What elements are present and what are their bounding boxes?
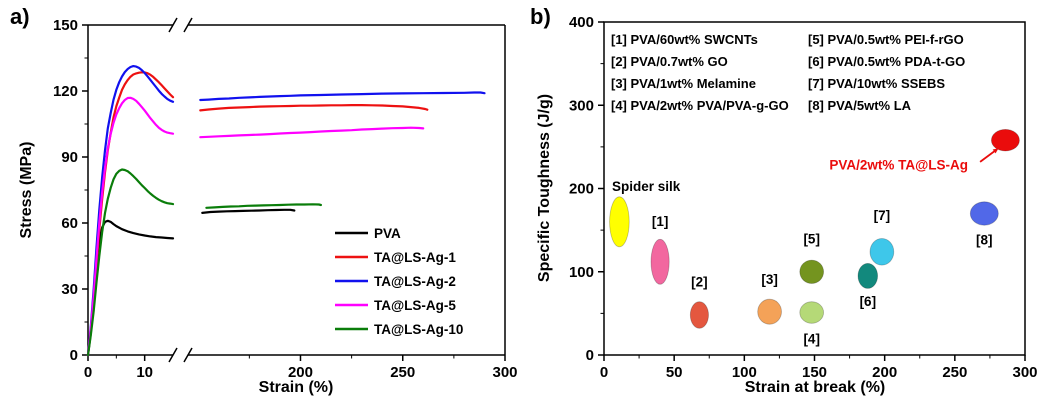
legend-label-TA@LS-Ag-10: TA@LS-Ag-10 — [374, 322, 463, 337]
curve-TA@LS-Ag-5-left — [86, 96, 175, 357]
scatter-point-4 — [799, 301, 825, 324]
curve-PVA-right — [201, 208, 296, 214]
y-tick-label: 120 — [53, 83, 78, 100]
scatter-point-3 — [757, 298, 782, 325]
x-tick-label: 300 — [1012, 364, 1037, 381]
reference-legend-item: [3] PVA/1wt% Melamine — [611, 76, 756, 91]
axis-break-mark — [168, 347, 178, 363]
y-tick-label: 0 — [70, 347, 78, 364]
panel-a: a) Stress (MPa) Strain (%) 0 30 60 90 120 150… — [0, 0, 519, 406]
x-tick-label: 10 — [136, 364, 153, 381]
x-tick-label: 0 — [600, 364, 608, 381]
y-tick-label: 300 — [569, 97, 594, 114]
curve-TA@LS-Ag-10-right — [205, 203, 322, 209]
reference-legend-item: [1] PVA/60wt% SWCNTs — [611, 32, 758, 47]
panel-b: b) Specific Toughness (J/g) Strain at br… — [519, 0, 1039, 406]
point-label-5: [5] — [803, 231, 820, 246]
reference-legend-item: [8] PVA/5wt% LA — [808, 98, 912, 113]
x-tick-label: 250 — [390, 364, 415, 381]
legend-label-TA@LS-Ag-5: TA@LS-Ag-5 — [374, 298, 456, 313]
scatter-point-1 — [650, 238, 670, 285]
scatter-point-2 — [689, 301, 709, 329]
annotation-arrowhead — [992, 148, 999, 154]
reference-legend-item: [6] PVA/0.5wt% PDA-t-GO — [808, 54, 965, 69]
reference-legend-item: [2] PVA/0.7wt% GO — [611, 54, 728, 69]
point-label-1: [1] — [652, 214, 669, 229]
curve-TA@LS-Ag-5-right — [199, 126, 425, 139]
axis-break-mark — [183, 347, 193, 363]
curve-TA@LS-Ag-1-right — [199, 103, 429, 112]
y-tick-label: 400 — [569, 14, 594, 31]
panel-a-label: a) — [10, 4, 30, 29]
x-tick-label: 150 — [802, 364, 827, 381]
legend-label-TA@LS-Ag-2: TA@LS-Ag-2 — [374, 274, 456, 289]
scatter-point-6 — [857, 262, 879, 289]
scatter-point-9 — [990, 128, 1020, 152]
y-tick-label: 100 — [569, 264, 594, 281]
point-label-9: PVA/2wt% TA@LS-Ag — [829, 157, 968, 172]
reference-legend-item: [5] PVA/0.5wt% PEI-f-rGO — [808, 32, 964, 47]
point-label-2: [2] — [691, 275, 708, 290]
scatter-point-8 — [969, 201, 999, 226]
point-label-7: [7] — [874, 208, 891, 223]
y-tick-label: 200 — [569, 181, 594, 198]
curve-TA@LS-Ag-2-left — [86, 64, 175, 357]
x-tick-label: 0 — [84, 364, 92, 381]
x-tick-label: 300 — [492, 364, 517, 381]
y-tick-label: 30 — [61, 281, 78, 298]
curve-TA@LS-Ag-10-left — [86, 168, 175, 357]
stress-strain-chart: 0 30 60 90 120 150 0 10 200 250 300 PVA TA@LS-Ag-1 TA… — [53, 17, 518, 381]
point-label-4: [4] — [803, 331, 820, 346]
panel-a-x-axis-title: Strain (%) — [258, 379, 334, 396]
x-tick-label: 100 — [732, 364, 757, 381]
point-label-3: [3] — [761, 272, 778, 287]
x-tick-label: 200 — [872, 364, 897, 381]
point-label-8: [8] — [976, 232, 993, 247]
y-tick-label: 0 — [586, 347, 594, 364]
scatter-point-7 — [869, 238, 895, 266]
toughness-scatter-chart: 0 50 100 150 200 250 300 0 100 200 300 400 [1] PVA/6… — [569, 14, 1038, 381]
y-tick-label: 90 — [61, 149, 78, 166]
y-tick-label: 150 — [53, 17, 78, 34]
y-tick-label: 60 — [61, 215, 78, 232]
point-label-0: Spider silk — [612, 179, 681, 194]
point-label-6: [6] — [860, 294, 877, 309]
scatter-point-5 — [799, 259, 825, 284]
legend-label-TA@LS-Ag-1: TA@LS-Ag-1 — [374, 250, 456, 265]
panel-b-x-axis-title: Strain at break (%) — [744, 379, 886, 396]
scatter-point-0 — [609, 196, 630, 248]
x-tick-label: 200 — [288, 364, 313, 381]
axis-break-mark — [183, 17, 193, 33]
reference-legend-item: [7] PVA/10wt% SSEBS — [808, 76, 945, 91]
legend-label-PVA: PVA — [374, 226, 401, 241]
annotation-arrow — [979, 148, 998, 163]
axis-break-mark — [168, 17, 178, 33]
x-tick-label: 50 — [666, 364, 683, 381]
panel-b-label: b) — [530, 4, 551, 29]
x-tick-label: 250 — [942, 364, 967, 381]
reference-legend-item: [4] PVA/2wt% PVA/PVA-g-GO — [611, 98, 789, 113]
curve-TA@LS-Ag-2-right — [199, 91, 486, 102]
